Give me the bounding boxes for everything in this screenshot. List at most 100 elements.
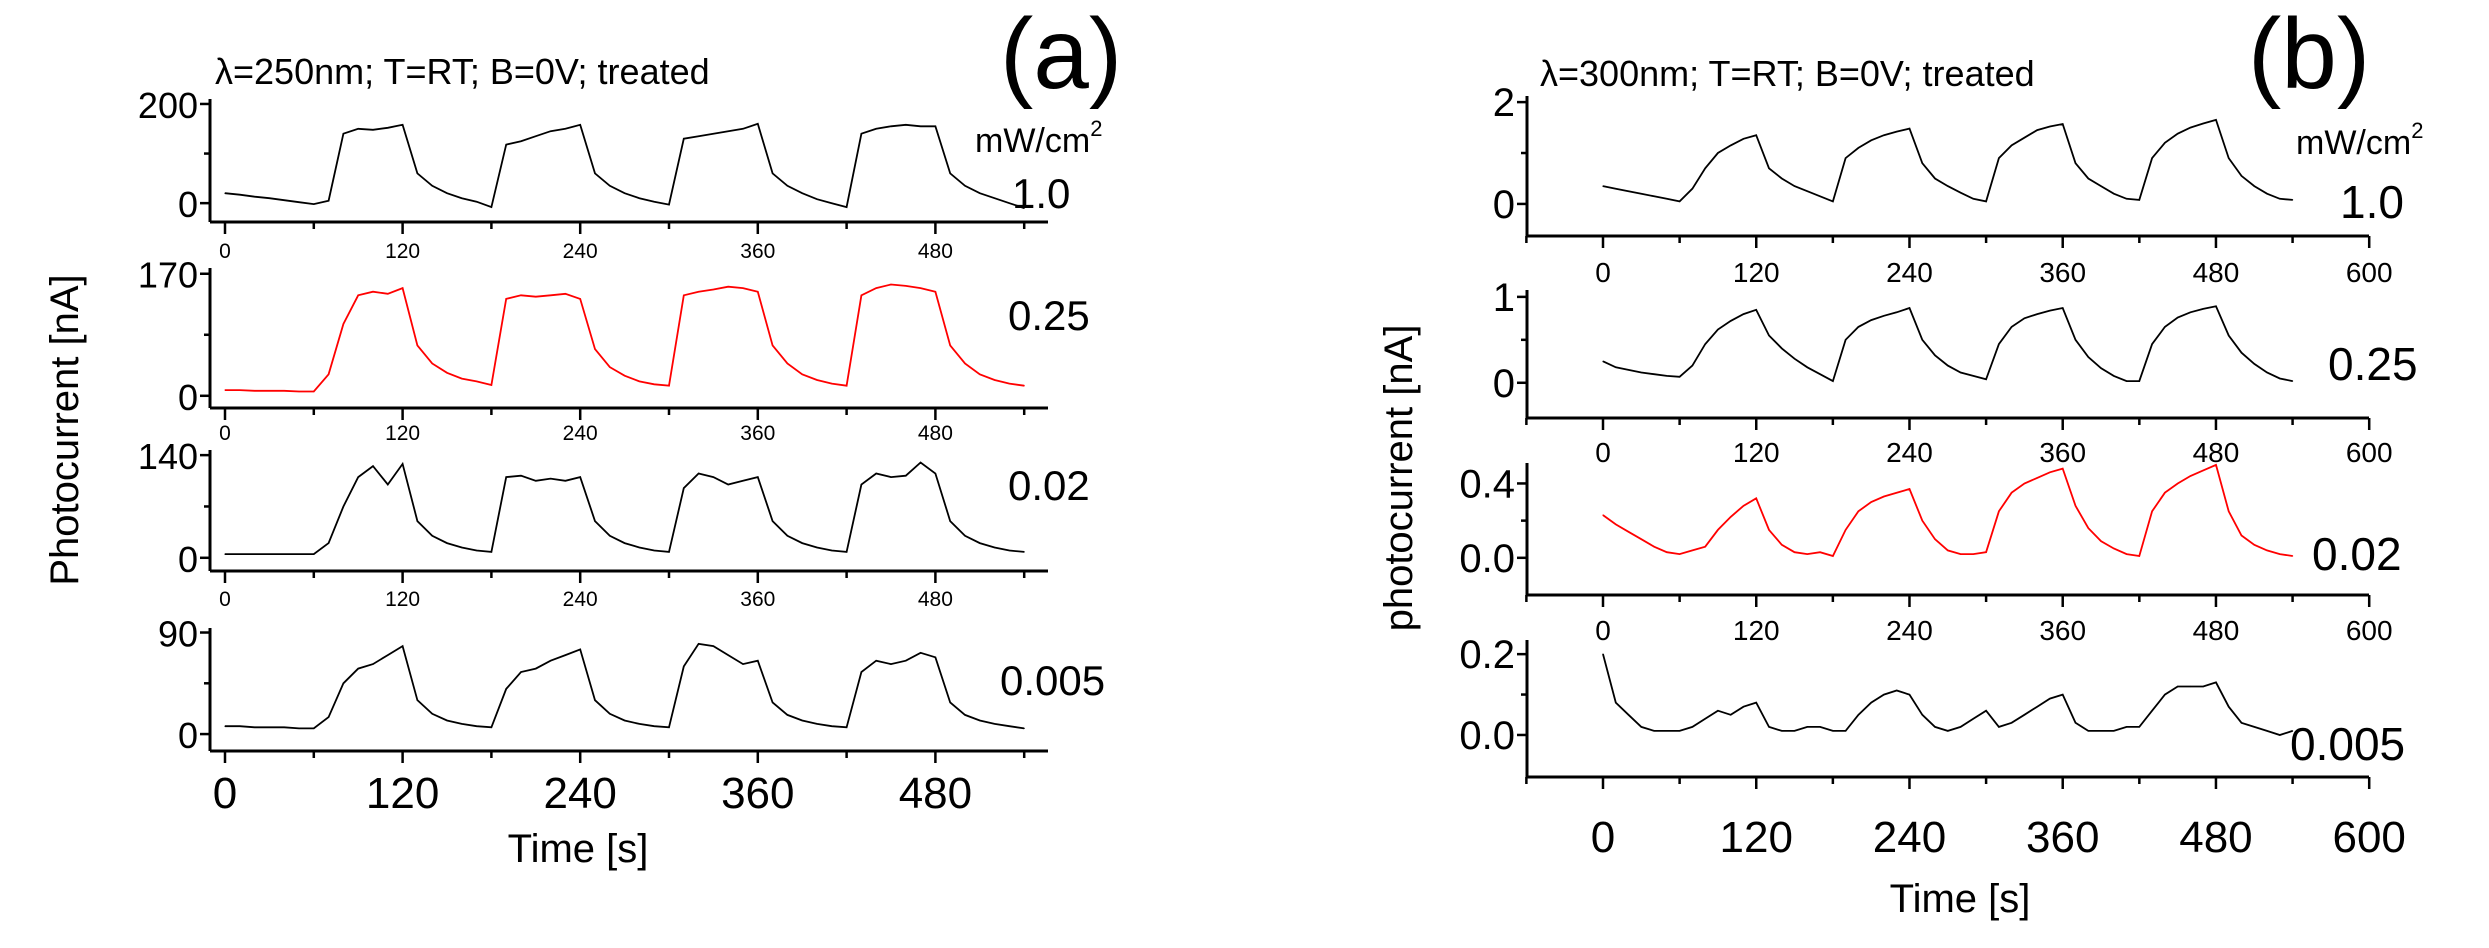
data-point [653, 725, 655, 727]
data-point [372, 663, 374, 665]
data-point [1717, 710, 1719, 712]
data-point [2100, 730, 2102, 732]
data-point [298, 201, 300, 203]
data-point [564, 293, 567, 295]
data-point [550, 130, 552, 132]
data-point [2291, 380, 2294, 382]
data-point [387, 483, 389, 486]
data-point [1781, 347, 1783, 350]
data-point [1870, 702, 1872, 704]
data-point [1755, 702, 1757, 704]
data-point [283, 726, 285, 728]
data-point [2228, 706, 2230, 708]
data-point [624, 375, 626, 377]
data-point [402, 463, 404, 465]
data-point [1627, 190, 1630, 192]
x-tick-label: 120 [385, 588, 420, 611]
data-point [1959, 726, 1962, 728]
data-point [920, 125, 922, 127]
data-point [1947, 549, 1949, 551]
data-point [476, 725, 478, 727]
data-point [624, 542, 626, 544]
data-point [757, 123, 759, 125]
data-point [224, 389, 226, 391]
data-point [2291, 555, 2294, 557]
data-point [994, 379, 996, 381]
data-point [2138, 199, 2140, 201]
data-point [1602, 514, 1604, 516]
data-point [416, 172, 418, 174]
data-point [2049, 125, 2051, 128]
data-point [846, 385, 848, 387]
data-point [579, 648, 581, 651]
data-point [1896, 689, 1898, 692]
data-point [2189, 685, 2192, 688]
data-point [2151, 710, 2153, 712]
data-point [890, 283, 892, 286]
data-point [1640, 193, 1642, 195]
data-point [742, 287, 744, 289]
data-point [2151, 510, 2153, 512]
data-point [357, 476, 359, 478]
data-point [772, 701, 774, 704]
subplot-1.0: 0 2 0 120 240 360 480 600 1.0 [1493, 81, 2404, 288]
data-point [387, 127, 389, 129]
data-point [994, 723, 996, 725]
intensity-label: 0.02 [2312, 528, 2402, 580]
data-point [2023, 482, 2026, 485]
x-tick-label: 360 [2039, 257, 2086, 288]
data-point [402, 287, 404, 289]
x-axis-label: Time [s] [1890, 877, 2031, 921]
data-point [934, 472, 937, 475]
data-point [1793, 730, 1796, 732]
data-point [1640, 726, 1642, 728]
data-point [1008, 202, 1011, 204]
data-point [801, 373, 803, 375]
data-point [520, 475, 522, 477]
data-point [890, 125, 892, 127]
data-point [2023, 317, 2026, 319]
x-tick-label: 120 [1733, 437, 1780, 468]
data-point [2036, 477, 2038, 479]
x-tick-label: 240 [1886, 437, 1933, 468]
x-tick-label: 0 [1595, 437, 1611, 468]
x-tick-label: 480 [918, 422, 953, 445]
data-point [505, 476, 507, 478]
x-tick-label: 120 [1720, 813, 1793, 862]
data-point [964, 714, 966, 716]
data-point [2138, 555, 2140, 557]
data-point [357, 128, 359, 130]
unit-exponent: 2 [1090, 116, 1102, 141]
data-point [1653, 195, 1655, 197]
data-point [1730, 714, 1732, 716]
data-point [2125, 553, 2128, 555]
data-point [2125, 726, 2128, 728]
data-point [1985, 378, 1987, 380]
data-point [372, 129, 374, 131]
data-point [2011, 722, 2013, 724]
data-point [638, 546, 641, 549]
data-point [949, 172, 951, 174]
data-point [224, 725, 226, 727]
data-point [772, 344, 774, 347]
data-point [2266, 193, 2268, 195]
data-point [594, 699, 596, 701]
data-point [979, 542, 981, 544]
x-tick-label: 120 [366, 769, 439, 818]
data-point [1602, 360, 1604, 362]
data-point [2279, 377, 2281, 380]
data-point [2215, 681, 2217, 684]
data-point [1768, 529, 1770, 531]
data-point [1972, 553, 1974, 555]
y-tick-label: 2 [1493, 81, 1515, 125]
data-point [520, 294, 522, 296]
data-point [579, 298, 581, 300]
data-point [1883, 134, 1885, 136]
data-point [1768, 726, 1770, 728]
data-point [653, 201, 655, 203]
data-point [2151, 157, 2153, 159]
data-point [1640, 538, 1642, 540]
data-point [239, 389, 241, 391]
series-line-0.02 [1602, 463, 2293, 558]
